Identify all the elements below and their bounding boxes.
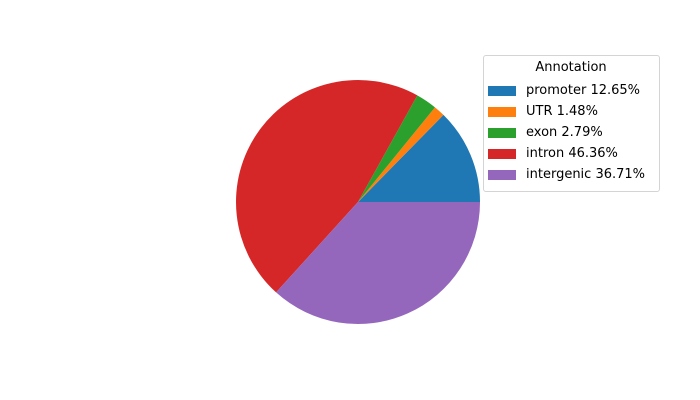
legend: Annotation promoter 12.65% UTR 1.48% exon … [483,55,660,192]
pie-slice-intron [236,80,418,293]
legend-swatch-intergenic [488,169,516,180]
legend-label-exon: exon 2.79% [526,124,603,140]
legend-swatch-exon [488,127,516,138]
legend-swatch-UTR [488,106,516,117]
legend-label-intergenic: intergenic 36.71% [526,166,646,182]
pie-slice-intergenic [276,202,480,324]
legend-item-exon: exon 2.79% [488,122,654,143]
legend-item-intergenic: intergenic 36.71% [488,164,654,185]
legend-label-promoter: promoter 12.65% [526,82,641,98]
legend-items: promoter 12.65% UTR 1.48% exon 2.79% intron… [488,80,654,185]
legend-swatch-intron [488,148,516,159]
legend-swatch-promoter [488,85,516,96]
pie-slice-promoter [358,114,480,202]
legend-item-promoter: promoter 12.65% [488,80,654,101]
legend-title: Annotation [535,60,607,75]
legend-item-intron: intron 46.36% [488,143,654,164]
legend-item-UTR: UTR 1.48% [488,101,654,122]
legend-label-intron: intron 46.36% [526,145,618,161]
pie-slice-UTR [358,107,444,202]
pie-slice-exon [358,95,435,202]
legend-label-UTR: UTR 1.48% [526,103,598,119]
